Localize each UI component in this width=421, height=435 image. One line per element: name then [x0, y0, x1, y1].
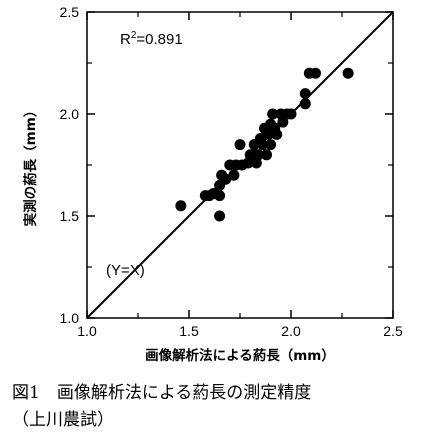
data-point	[267, 108, 279, 120]
data-point	[285, 108, 297, 120]
reference-line-label: (Y=X)	[106, 262, 145, 279]
data-point	[252, 149, 264, 161]
data-point	[214, 190, 226, 202]
y-tick-label: 1.5	[60, 208, 80, 224]
x-axis-title: 画像解析法による葯長（mm）	[145, 347, 335, 364]
r-squared-value: =0.891	[136, 31, 182, 48]
data-point	[175, 200, 187, 212]
data-point	[234, 139, 246, 151]
data-point	[244, 149, 256, 161]
data-point	[265, 139, 277, 151]
r-squared-prefix: R	[120, 31, 131, 48]
y-axis-title: 実測の葯長（mm）	[22, 104, 39, 227]
r-squared-annotation: R2=0.891	[120, 30, 183, 48]
figure-caption-source: （上川農試）	[12, 410, 114, 430]
data-point	[228, 169, 240, 181]
x-tick-label: 2.5	[383, 323, 403, 339]
data-point	[271, 128, 283, 140]
figure-caption: 図1 画像解析法による葯長の測定精度	[12, 383, 312, 403]
axis-tick-labels: 1.0 1.5 2.0 2.5 1.0 1.5 2.0 2.5	[60, 4, 403, 339]
x-tick-label: 1.5	[179, 323, 199, 339]
y-tick-label: 1.0	[60, 310, 80, 326]
y-tick-label: 2.5	[60, 4, 80, 20]
data-point	[214, 210, 226, 222]
data-point	[220, 173, 232, 185]
data-points	[175, 67, 354, 222]
data-point	[299, 88, 311, 100]
y-tick-label: 2.0	[60, 106, 80, 122]
data-point	[256, 139, 268, 151]
r-squared-exponent: 2	[131, 30, 137, 41]
data-point	[342, 67, 354, 79]
x-tick-label: 2.0	[281, 323, 301, 339]
data-point	[261, 149, 273, 161]
data-point	[309, 67, 321, 79]
axis-ticks	[86, 11, 394, 319]
data-point	[299, 98, 311, 110]
x-tick-label: 1.0	[77, 323, 97, 339]
data-point	[277, 116, 289, 128]
